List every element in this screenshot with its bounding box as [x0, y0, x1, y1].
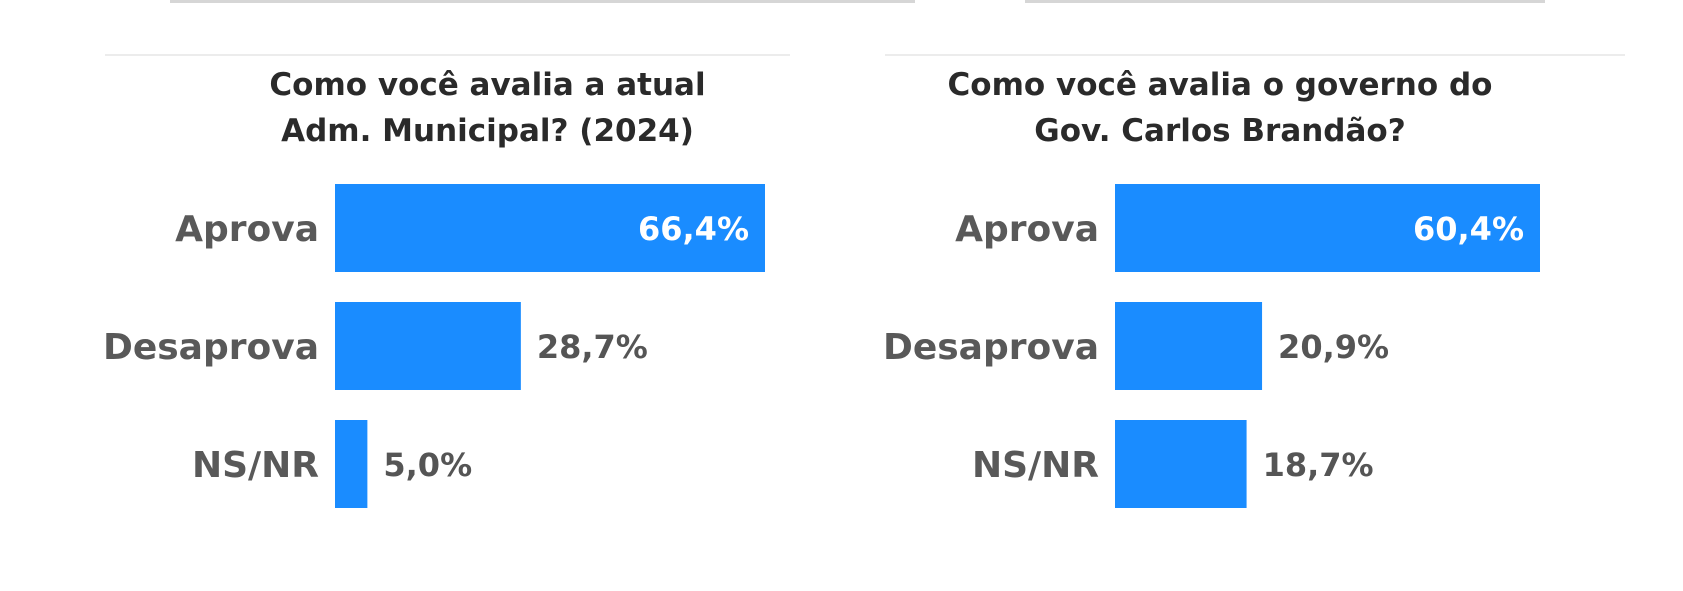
chart-panel-governo: Como você avalia o governo do Gov. Carlo…: [883, 54, 1625, 574]
category-label: NS/NR: [192, 445, 319, 486]
bar: [335, 184, 765, 272]
bar: [1115, 184, 1540, 272]
panel-divider: [885, 54, 1625, 56]
data-label: 18,7%: [1263, 446, 1374, 484]
category-label: NS/NR: [972, 445, 1099, 486]
data-label: 28,7%: [537, 328, 648, 366]
bar: [335, 420, 368, 508]
chart-title: Como você avalia a atual Adm. Municipal?…: [269, 67, 706, 149]
panel-divider: [105, 54, 790, 56]
data-label: 20,9%: [1278, 328, 1389, 366]
category-label: Desaprova: [103, 327, 319, 368]
chart-title: Como você avalia o governo do Gov. Carlo…: [947, 67, 1493, 149]
bar-chart: Aprova 60,4% Desaprova 20,9% NS/NR 18,7%: [883, 184, 1540, 508]
top-divider-left: [170, 0, 915, 3]
data-label: 5,0%: [383, 446, 472, 484]
category-label: Desaprova: [883, 327, 1099, 368]
data-label: 66,4%: [638, 210, 749, 248]
category-label: Aprova: [175, 209, 319, 250]
bar: [1115, 302, 1263, 390]
bar-chart: Aprova 66,4% Desaprova 28,7% NS/NR 5,0%: [103, 184, 765, 508]
bar: [1115, 420, 1247, 508]
chart-panel-municipal: Como você avalia a atual Adm. Municipal?…: [103, 54, 790, 574]
top-divider-right: [1025, 0, 1545, 3]
bar: [335, 302, 521, 390]
category-label: Aprova: [955, 209, 1099, 250]
data-label: 60,4%: [1413, 210, 1524, 248]
